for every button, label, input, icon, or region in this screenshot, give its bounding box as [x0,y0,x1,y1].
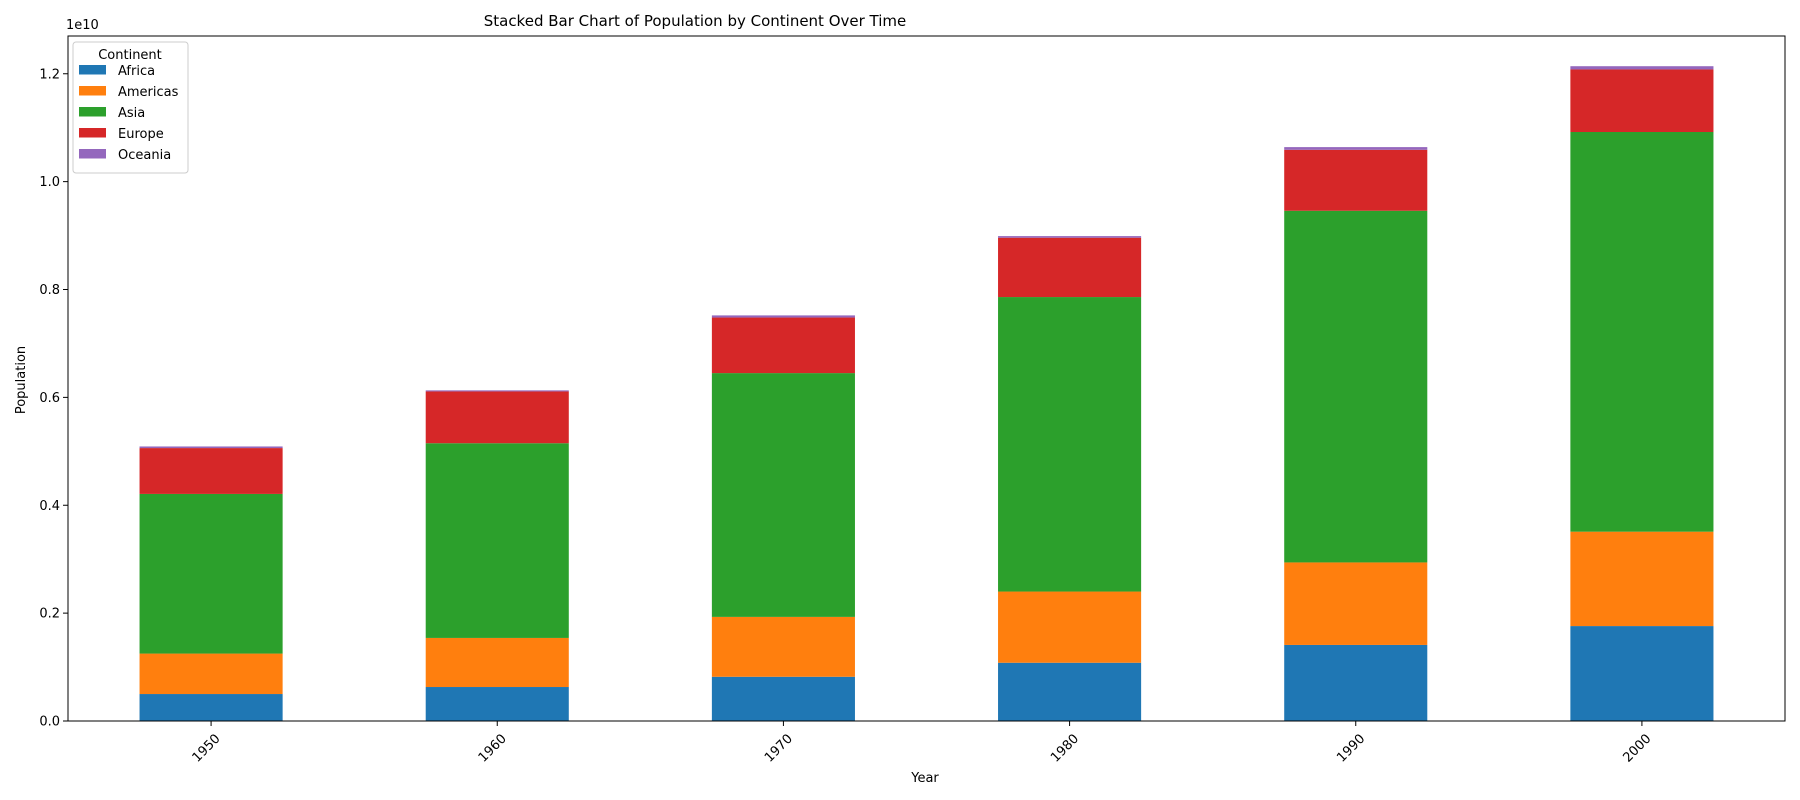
legend-title: Continent [98,48,162,63]
bar-africa-1970 [711,676,855,721]
bar-africa-2000 [1570,626,1714,721]
y-tick-label: 0.6 [39,391,60,406]
bar-africa-1980 [998,662,1142,721]
legend: Continent Africa Americas Asia Europe Oceani… [72,41,189,174]
legend-label-europe: Europe [118,127,164,142]
bar-americas-1980 [998,591,1142,663]
x-tick-label: 1960 [476,732,510,766]
bar-americas-1990 [1284,562,1428,645]
bar-asia-1980 [998,297,1142,592]
x-tick-label: 2000 [1620,732,1654,766]
bar-africa-1960 [425,687,569,721]
legend-frame [72,41,189,174]
bar-asia-1990 [1284,210,1428,563]
legend-items: Africa Americas Asia Europe Oceania [79,64,179,163]
y-tick-label: 1.2 [39,67,60,82]
bar-africa-1950 [139,694,283,721]
bar-europe-1970 [711,317,855,374]
x-tick-label: 1990 [1334,732,1368,766]
bar-oceania-1970 [711,315,855,318]
x-tick-label: 1950 [190,732,224,766]
y-tick-label: 0.4 [39,499,60,514]
y-tick-label: 0.2 [39,607,60,622]
axes-layer: 1950 1960 1970 1980 1990 2000 0.0 0.2 0.4 0.6 0.8 1… [39,35,1786,766]
bar-europe-2000 [1570,69,1714,133]
y-tick-label: 0.8 [39,283,60,298]
bar-oceania-1960 [425,390,569,392]
x-tick-label: 1970 [762,732,796,766]
legend-label-asia: Asia [118,106,145,121]
bar-europe-1980 [998,237,1142,298]
legend-swatch-americas [79,86,106,96]
bar-africa-1990 [1284,644,1428,721]
bar-asia-1960 [425,443,569,638]
y-axis-label: Population [14,346,29,414]
bar-americas-1960 [425,637,569,688]
legend-swatch-africa [79,65,106,75]
bar-oceania-1990 [1284,147,1428,150]
legend-swatch-asia [79,107,106,117]
bar-europe-1960 [425,391,569,444]
x-axis-label: Year [910,771,939,786]
bar-oceania-1950 [139,446,283,449]
bar-europe-1990 [1284,149,1428,211]
bars-layer [139,66,1714,721]
y-axis-offset-label: 1e10 [66,18,99,33]
bar-asia-1970 [711,373,855,617]
bar-europe-1950 [139,448,283,494]
bar-americas-1970 [711,616,855,677]
bar-americas-2000 [1570,531,1714,627]
plot-frame [67,35,1786,722]
y-tick-label: 0.0 [39,715,60,730]
legend-label-africa: Africa [118,64,155,79]
legend-label-americas: Americas [118,85,179,100]
bar-oceania-1980 [998,236,1142,238]
y-tick-label: 1.0 [39,175,60,190]
x-tick-label: 1980 [1048,732,1082,766]
bar-asia-1950 [139,493,283,654]
bar-oceania-2000 [1570,66,1714,70]
legend-swatch-europe [79,128,106,138]
bar-americas-1950 [139,653,283,695]
chart-title: Stacked Bar Chart of Population by Conti… [484,12,907,30]
legend-label-oceania: Oceania [118,148,171,163]
legend-swatch-oceania [79,149,106,159]
bar-asia-2000 [1570,132,1714,532]
